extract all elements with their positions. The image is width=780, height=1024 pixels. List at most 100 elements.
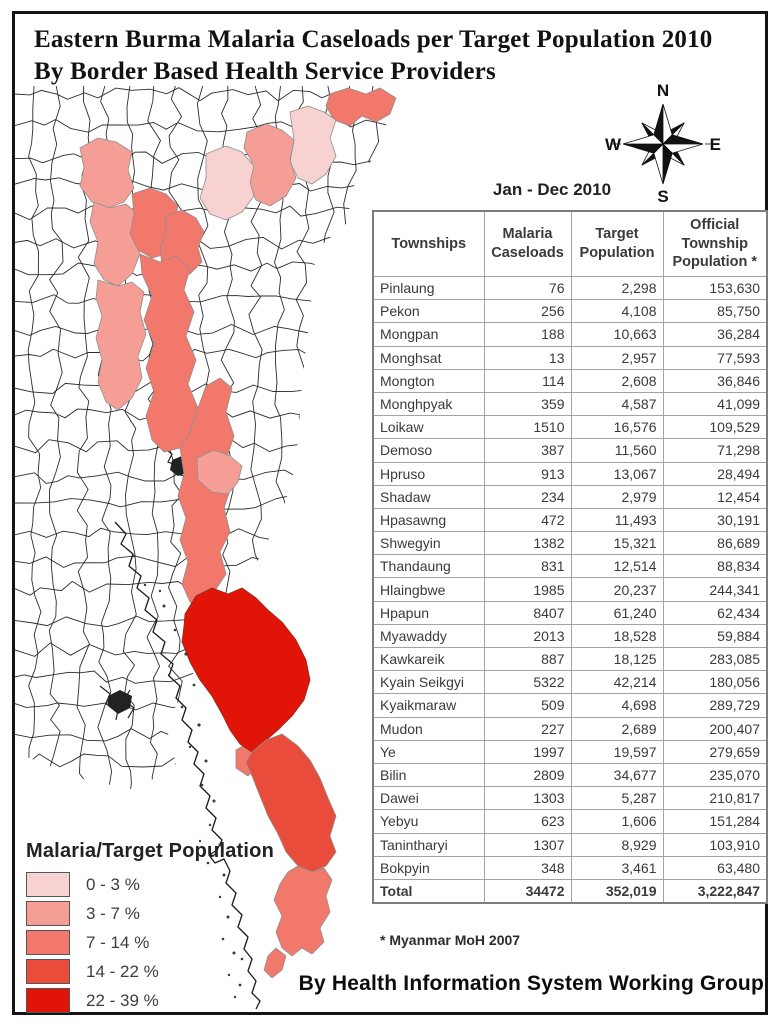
table-cell: 188: [483, 322, 572, 347]
legend-swatch: [26, 901, 70, 926]
table-cell: 5322: [483, 670, 572, 695]
table-cell: Loikaw: [372, 415, 485, 440]
table-cell: 1997: [483, 739, 572, 764]
table-row: Tanintharyi 1307 8,929 103,910: [372, 832, 768, 857]
table-cell: 4,587: [570, 391, 664, 417]
table-cell: 623: [483, 809, 572, 834]
table-cell: 5,287: [570, 786, 664, 811]
table-cell: 509: [483, 693, 572, 718]
table-cell: Monghpyak: [372, 391, 485, 417]
table-cell: 153,630: [662, 275, 768, 301]
legend-swatch: [26, 988, 70, 1013]
table-row: Kyain Seikgyi 5322 42,214 180,056: [372, 670, 768, 695]
table-cell: 19,597: [570, 739, 664, 764]
table-cell: 2,298: [570, 275, 664, 301]
table-cell: 180,056: [662, 670, 768, 695]
table-cell: 16,576: [570, 415, 664, 440]
legend-class-label: 7 - 14 %: [86, 932, 150, 952]
table-cell: Shwegyin: [372, 531, 485, 556]
table-cell: 348: [483, 855, 572, 880]
table-cell: 1985: [483, 577, 572, 602]
table-cell: 36,284: [662, 322, 768, 347]
legend-class-label: 14 - 22 %: [86, 961, 159, 981]
table-cell: 59,884: [662, 623, 768, 649]
table-cell: 831: [483, 554, 572, 579]
table-row: Myawaddy 2013 18,528 59,884: [372, 623, 768, 649]
table-cell: 12,454: [662, 484, 768, 509]
legend-swatch: [26, 959, 70, 984]
table-cell: 1382: [483, 531, 572, 556]
table-cell: 289,729: [662, 693, 768, 718]
table-cell: 887: [483, 646, 572, 672]
table-cell: 1510: [483, 415, 572, 440]
table-cell: 10,663: [570, 322, 664, 347]
table-cell: Mongton: [372, 368, 485, 393]
table-row: Mongton 114 2,608 36,846: [372, 368, 768, 393]
table-cell: 200,407: [662, 716, 768, 741]
table-cell: 227: [483, 716, 572, 741]
compass-south-label: S: [657, 187, 668, 206]
legend-item: 14 - 22 %: [26, 957, 306, 986]
credit-footer: By Health Information System Working Gro…: [298, 972, 764, 995]
table-cell: 85,750: [662, 299, 768, 324]
table-cell: 61,240: [570, 600, 664, 625]
table-cell: Kawkareik: [372, 646, 485, 672]
table-cell: 235,070: [662, 762, 768, 788]
table-cell: 34472: [483, 878, 572, 904]
table-cell: Kyaikmaraw: [372, 693, 485, 718]
table-cell: 3,222,847: [662, 878, 768, 904]
table-cell: 103,910: [662, 832, 768, 857]
table-cell: Shadaw: [372, 484, 485, 509]
table-cell: Thandaung: [372, 554, 485, 579]
table-cell: 359: [483, 391, 572, 417]
table-row: Hpasawng 472 11,493 30,191: [372, 507, 768, 533]
table-row: Shadaw 234 2,979 12,454: [372, 484, 768, 509]
legend-item: 3 - 7 %: [26, 899, 306, 928]
table-cell: 1303: [483, 786, 572, 811]
table-row: Total 34472 352,019 3,222,847: [372, 878, 768, 904]
choropleth-regions: [79, 87, 397, 979]
table-row: Hlaingbwe 1985 20,237 244,341: [372, 577, 768, 602]
table-cell: Hlaingbwe: [372, 577, 485, 602]
table-row: Kyaikmaraw 509 4,698 289,729: [372, 693, 768, 718]
column-header: Official Township Population *: [662, 210, 768, 277]
table-cell: 8,929: [570, 832, 664, 857]
table-cell: Demoso: [372, 438, 485, 463]
legend-class-label: 22 - 39 %: [86, 990, 159, 1010]
table-cell: Pekon: [372, 299, 485, 324]
table-cell: Hpasawng: [372, 507, 485, 533]
table-cell: Bokpyin: [372, 855, 485, 880]
table-cell: 18,528: [570, 623, 664, 649]
table-cell: 279,659: [662, 739, 768, 764]
table-row: Loikaw 1510 16,576 109,529: [372, 415, 768, 440]
table-cell: 86,689: [662, 531, 768, 556]
title-line-1: Eastern Burma Malaria Caseloads per Targ…: [34, 26, 713, 53]
legend-item: 22 - 39 %: [26, 986, 306, 1015]
table-cell: Yebyu: [372, 809, 485, 834]
table-cell: Kyain Seikgyi: [372, 670, 485, 695]
table-row: Pekon 256 4,108 85,750: [372, 299, 768, 324]
table-cell: 28,494: [662, 461, 768, 486]
table-cell: Hpapun: [372, 600, 485, 625]
table-row: Hpapun 8407 61,240 62,434: [372, 600, 768, 625]
table-row: Demoso 387 11,560 71,298: [372, 438, 768, 463]
table-row: Shwegyin 1382 15,321 86,689: [372, 531, 768, 556]
table-cell: 3,461: [570, 855, 664, 880]
table-cell: 352,019: [570, 878, 664, 904]
table-header-row: Townships Malaria Caseloads Target Populat…: [372, 210, 768, 277]
legend-title: Malaria/Target Population: [26, 840, 274, 862]
table-cell: Ye: [372, 739, 485, 764]
page-title: Eastern Burma Malaria Caseloads per Targ…: [34, 24, 754, 88]
table-cell: 387: [483, 438, 572, 463]
table-cell: 1,606: [570, 809, 664, 834]
table-cell: Total: [372, 878, 485, 904]
legend-items: 0 - 3 % 3 - 7 % 7 - 14 % 14 - 22 % 22 - 39 %: [26, 870, 306, 1015]
table-cell: 2809: [483, 762, 572, 788]
legend-item: 0 - 3 %: [26, 870, 306, 899]
table-cell: 2,608: [570, 368, 664, 393]
caseload-table-container: Townships Malaria Caseloads Target Populat…: [372, 210, 768, 905]
table-cell: 13: [483, 345, 572, 370]
table-cell: 41,099: [662, 391, 768, 417]
table-cell: Hpruso: [372, 461, 485, 486]
